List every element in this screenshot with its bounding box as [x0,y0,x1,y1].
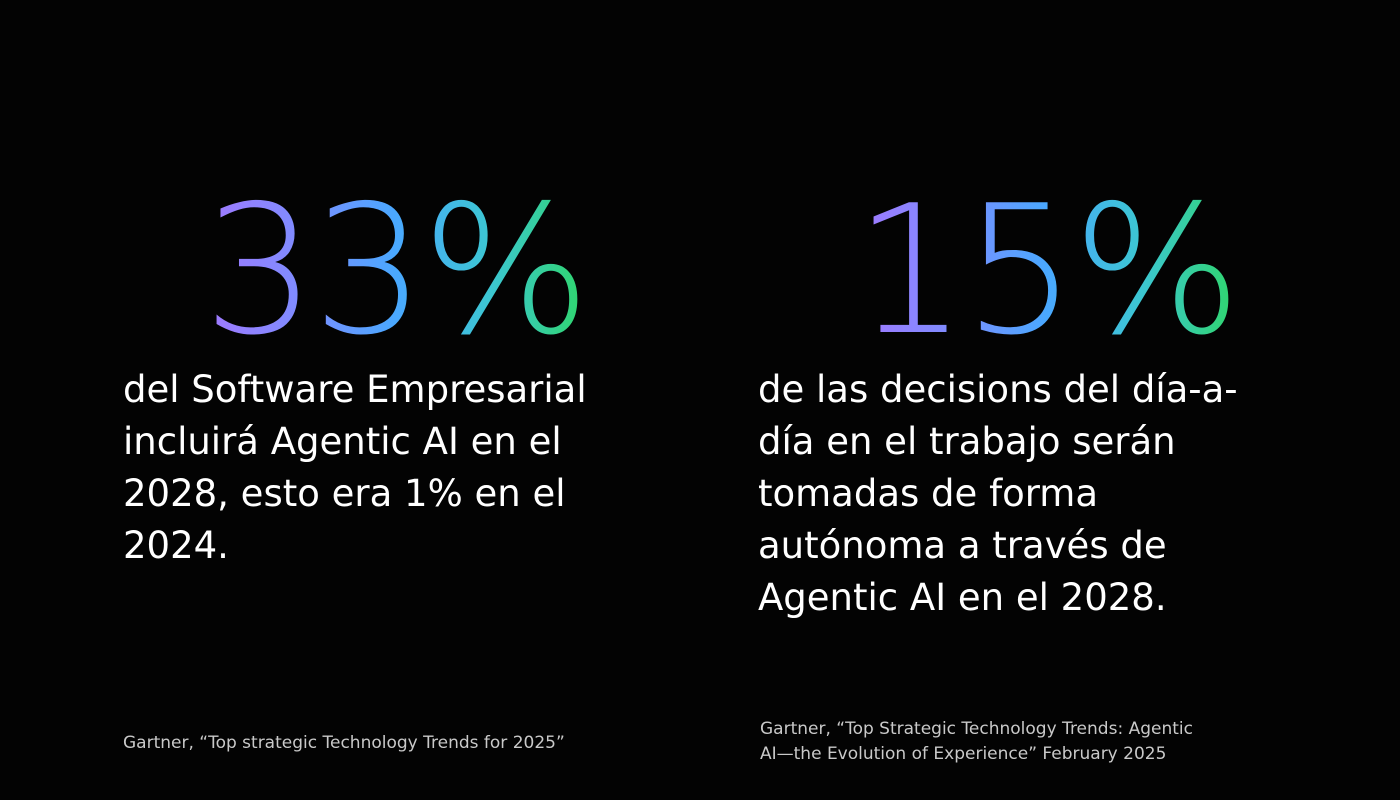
source-citation: Gartner, “Top strategic Technology Trend… [123,731,565,756]
stat-description-line: de las decisions del día-a- [758,368,1238,411]
stat-description-line: del Software Empresarial [123,368,587,411]
stat-value: 15% [854,167,1242,374]
stat-description: del Software Empresarial incluirá Agenti… [123,364,587,572]
stat-description-line: incluirá Agentic AI en el [123,420,562,463]
source-citation-line: Gartner, “Top strategic Technology Trend… [123,733,565,753]
stat-description-line: tomadas de forma [758,472,1099,515]
stat-value: 33% [203,167,591,374]
stat-description-line: 2024. [123,524,229,567]
stat-description-line: 2028, esto era 1% en el [123,472,566,515]
stat-description: de las decisions del día-a- día en el tr… [758,364,1238,624]
stat-description-line: autónoma a través de [758,524,1167,567]
source-citation-line: AI—the Evolution of Experience” February… [760,744,1167,764]
stat-description-line: día en el trabajo serán [758,420,1176,463]
source-citation-line: Gartner, “Top Strategic Technology Trend… [760,719,1193,739]
source-citation: Gartner, “Top Strategic Technology Trend… [760,717,1193,767]
stat-description-line: Agentic AI en el 2028. [758,576,1167,619]
